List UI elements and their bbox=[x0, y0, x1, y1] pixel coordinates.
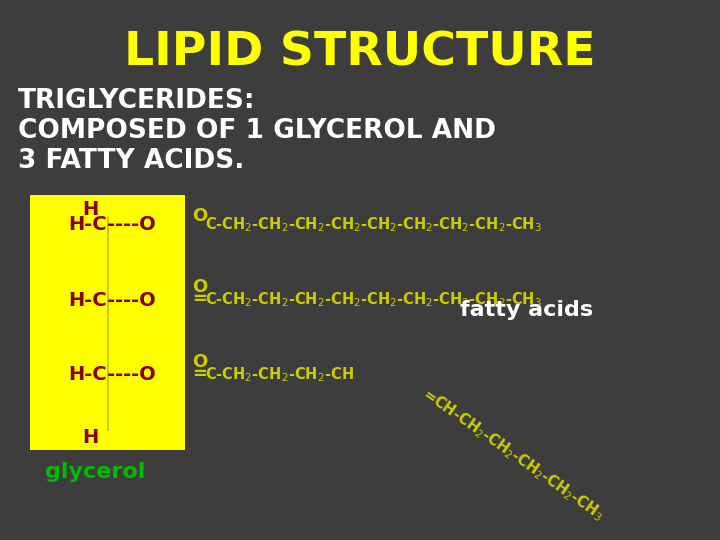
Text: C-CH$_2$-CH$_2$-CH$_2$-CH: C-CH$_2$-CH$_2$-CH$_2$-CH bbox=[205, 366, 354, 384]
Text: =CH-CH$_2$-CH$_2$-CH$_2$-CH$_2$-CH$_3$: =CH-CH$_2$-CH$_2$-CH$_2$-CH$_2$-CH$_3$ bbox=[419, 385, 608, 525]
Text: H-C----O: H-C----O bbox=[68, 291, 156, 309]
Text: H: H bbox=[82, 428, 98, 447]
Text: H-C----O: H-C----O bbox=[68, 215, 156, 234]
Text: C-CH$_2$-CH$_2$-CH$_2$-CH$_2$-CH$_2$-CH$_2$-CH$_2$-CH$_2$-CH$_3$: C-CH$_2$-CH$_2$-CH$_2$-CH$_2$-CH$_2$-CH$… bbox=[205, 291, 542, 309]
Text: LIPID STRUCTURE: LIPID STRUCTURE bbox=[124, 30, 596, 75]
Text: fatty acids: fatty acids bbox=[460, 300, 593, 320]
Text: O: O bbox=[192, 207, 207, 225]
Text: C-CH$_2$-CH$_2$-CH$_2$-CH$_2$-CH$_2$-CH$_2$-CH$_2$-CH$_2$-CH$_3$: C-CH$_2$-CH$_2$-CH$_2$-CH$_2$-CH$_2$-CH$… bbox=[205, 215, 542, 234]
Text: O: O bbox=[192, 353, 207, 371]
Text: H-C----O: H-C----O bbox=[68, 366, 156, 384]
Text: =: = bbox=[192, 365, 207, 383]
Text: H: H bbox=[82, 200, 98, 219]
Bar bbox=[30, 195, 185, 450]
Text: 3 FATTY ACIDS.: 3 FATTY ACIDS. bbox=[18, 148, 244, 174]
Text: O: O bbox=[192, 278, 207, 296]
Text: TRIGLYCERIDES:: TRIGLYCERIDES: bbox=[18, 88, 256, 114]
Text: COMPOSED OF 1 GLYCEROL AND: COMPOSED OF 1 GLYCEROL AND bbox=[18, 118, 496, 144]
Text: =: = bbox=[192, 290, 207, 308]
Text: glycerol: glycerol bbox=[45, 462, 145, 482]
